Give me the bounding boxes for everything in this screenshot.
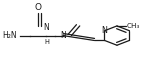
Text: N: N [102, 26, 107, 35]
Text: N: N [43, 23, 49, 32]
Text: CH₃: CH₃ [127, 23, 140, 29]
Text: H: H [44, 39, 49, 45]
Text: O: O [34, 3, 41, 12]
Text: N: N [60, 31, 66, 40]
Text: H₂N: H₂N [2, 31, 17, 40]
